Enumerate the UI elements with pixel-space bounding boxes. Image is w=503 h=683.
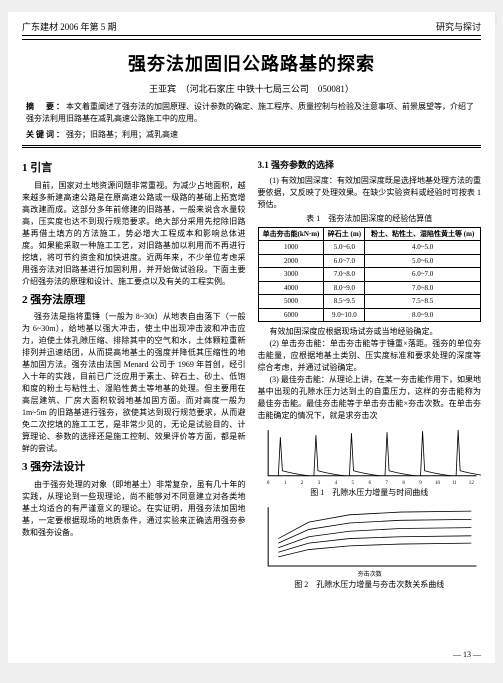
table-cell: 5.0~6.0 <box>324 241 365 255</box>
keywords-text: 强夯；旧路基；利用；减乳高速 <box>66 130 178 139</box>
table-cell: 8.5~9.5 <box>324 295 365 309</box>
svg-text:4: 4 <box>334 480 337 486</box>
table-header: 碎石土 (m) <box>324 227 365 241</box>
section-3-1-p4: (3) 最佳夯击能：从理论上讲，在某一夯击能作用下，如果地基中出现的孔隙水压力达… <box>258 374 482 422</box>
section-3-1-p2: 有效加固深度应根据现场试夯或当地经验确定。 <box>258 326 482 338</box>
left-column: 1 引言 目前，国家对土地资源问题非常重视。为减少占地面积，越来越多新建高速公路… <box>22 156 246 593</box>
svg-text:5: 5 <box>351 480 354 486</box>
keywords-label: 关键词： <box>26 130 66 139</box>
section-1-heading: 1 引言 <box>22 160 246 177</box>
page-number: — 13 — <box>453 650 481 659</box>
table-cell: 6.0~7.0 <box>324 254 365 268</box>
keywords: 关键词：强夯；旧路基；利用；减乳高速 <box>22 129 481 141</box>
table-row: 10005.0~6.04.0~5.0 <box>258 241 481 255</box>
table-cell: 5.0~6.0 <box>365 254 481 268</box>
table-cell: 3000 <box>258 268 324 282</box>
table-cell: 8.0~9.0 <box>324 281 365 295</box>
table-row: 20006.0~7.05.0~6.0 <box>258 254 481 268</box>
figure-1-caption: 图 1 孔隙水压力增量与时间曲线 <box>258 487 482 499</box>
svg-text:8: 8 <box>402 480 405 486</box>
right-column: 3.1 强夯参数的选择 (1) 有效加固深度：有效加固深度既是选择地基处理方法的… <box>258 156 482 593</box>
header-rule <box>22 39 481 40</box>
table-cell: 7.0~8.0 <box>324 268 365 282</box>
table-cell: 7.5~8.5 <box>365 295 481 309</box>
figure-2: 夯击次数 <box>258 502 482 578</box>
section-3-1-p3: (2) 单击夯击能：单击夯击能等于锤重×落距。强夯的单位夯击能量，应根据地基土类… <box>258 338 482 374</box>
table-cell: 6000 <box>258 308 324 322</box>
table-row: 50008.5~9.57.5~8.5 <box>258 295 481 309</box>
table-cell: 7.0~8.0 <box>365 281 481 295</box>
section-1-para: 目前，国家对土地资源问题非常重视。为减少占地面积，越来越多新建高速公路是在原高速… <box>22 180 246 288</box>
table-header: 单击夯击能(kN·m) <box>258 227 324 241</box>
header-right: 研究与探讨 <box>436 20 481 33</box>
svg-text:11: 11 <box>451 480 456 486</box>
svg-text:12: 12 <box>468 480 474 486</box>
figure-1: 0123456789101112 <box>258 425 482 486</box>
divider-double <box>22 145 481 148</box>
page: 广东建材 2006 年第 5 期 研究与探讨 强夯法加固旧公路路基的探索 王亚宾… <box>8 12 495 663</box>
table-1: 单击夯击能(kN·m) 碎石土 (m) 粉土、粘性土、湿陷性黄土等 (m) 10… <box>258 227 482 323</box>
section-3-heading: 3 强夯法设计 <box>22 459 246 476</box>
table-row: 60009.0~10.08.0~9.0 <box>258 308 481 322</box>
abstract: 摘 要：本文着重阐述了强夯法的加固原理、设计参数的确定、施工程序、质量控制与检验… <box>22 101 481 125</box>
columns: 1 引言 目前，国家对土地资源问题非常重视。为减少占地面积，越来越多新建高速公路… <box>22 156 481 593</box>
table-cell: 8.0~9.0 <box>365 308 481 322</box>
table-header-row: 单击夯击能(kN·m) 碎石土 (m) 粉土、粘性土、湿陷性黄土等 (m) <box>258 227 481 241</box>
section-3-para: 由于强夯处理的对象（即地基土）非常复杂，虽有几十年的实践，从理论到一些现理论，尚… <box>22 479 246 539</box>
table-cell: 1000 <box>258 241 324 255</box>
svg-text:夯击次数: 夯击次数 <box>357 570 381 578</box>
figure-2-caption: 图 2 孔隙水压力增量与夯击次数关系曲线 <box>258 579 482 591</box>
table-cell: 4.0~5.0 <box>365 241 481 255</box>
header-bar: 广东建材 2006 年第 5 期 研究与探讨 <box>22 20 481 36</box>
section-3-1-p1: (1) 有效加固深度：有效加固深度既是选择地基处理方法的重要依据，又反映了处理效… <box>258 175 482 211</box>
table-header: 粉土、粘性土、湿陷性黄土等 (m) <box>365 227 481 241</box>
svg-text:10: 10 <box>434 480 440 486</box>
svg-text:7: 7 <box>385 480 388 486</box>
section-2-para: 强夯法是指将重锤（一般为 8~30t）从地表自由落下（一般为 6~30m），给地… <box>22 311 246 455</box>
table-cell: 2000 <box>258 254 324 268</box>
table-cell: 4000 <box>258 281 324 295</box>
abstract-text: 本文着重阐述了强夯法的加固原理、设计参数的确定、施工程序、质量控制与检验及注意事… <box>26 102 474 123</box>
author-line: 王亚宾 （河北石家庄 中铁十七局三公司 050081） <box>22 82 481 95</box>
table-row: 30007.0~8.06.0~7.0 <box>258 268 481 282</box>
section-2-heading: 2 强夯法原理 <box>22 292 246 309</box>
paper-title: 强夯法加固旧公路路基的探索 <box>22 50 481 76</box>
table-cell: 9.0~10.0 <box>324 308 365 322</box>
table-1-caption: 表 1 强夯法加固深度的经验估算值 <box>258 213 482 225</box>
table-row: 40008.0~9.07.0~8.0 <box>258 281 481 295</box>
header-left: 广东建材 2006 年第 5 期 <box>22 20 117 33</box>
table-cell: 6.0~7.0 <box>365 268 481 282</box>
abstract-label: 摘 要： <box>26 102 66 111</box>
section-3-1-heading: 3.1 强夯参数的选择 <box>258 159 482 173</box>
table-cell: 5000 <box>258 295 324 309</box>
svg-text:2: 2 <box>300 480 303 486</box>
